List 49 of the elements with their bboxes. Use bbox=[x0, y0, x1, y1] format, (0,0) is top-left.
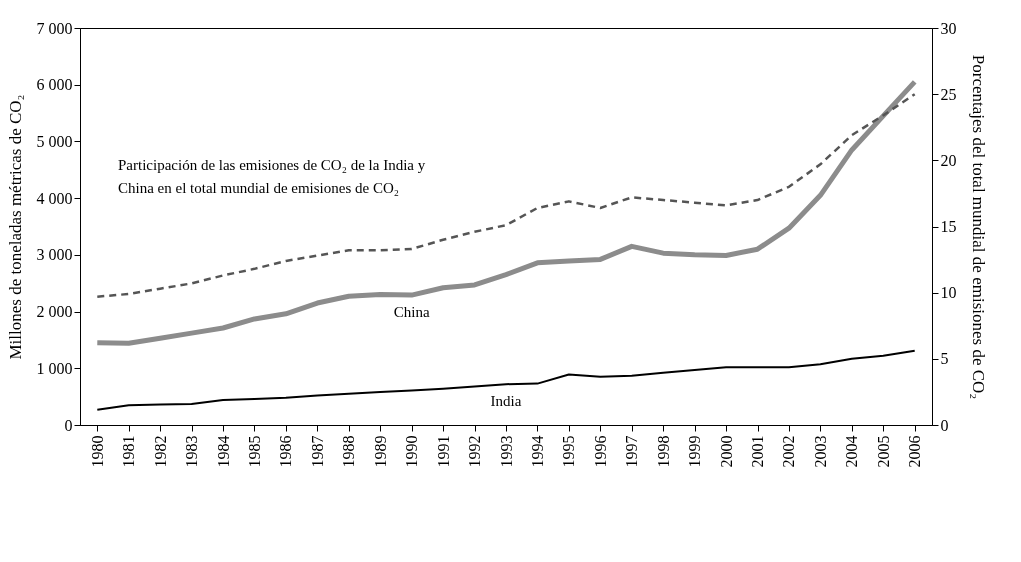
x-tick-label: 1995 bbox=[560, 435, 578, 468]
x-tick-label: 1989 bbox=[371, 435, 389, 468]
x-tick-label: 1983 bbox=[183, 435, 201, 468]
x-tick-label: 1985 bbox=[245, 435, 263, 468]
y-tick-label: 4 000 bbox=[36, 189, 73, 207]
y-tick-label: 3 000 bbox=[36, 246, 73, 264]
x-tick-label: 2005 bbox=[874, 435, 892, 468]
x-tick-label: 1996 bbox=[591, 435, 609, 468]
x-tick-label: 1986 bbox=[277, 435, 295, 468]
y-tick-label: 5 000 bbox=[36, 132, 73, 150]
y-tick-label: 2 000 bbox=[36, 303, 73, 321]
x-tick-label: 2000 bbox=[717, 435, 735, 468]
line-series bbox=[96, 92, 916, 298]
x-tick-label: 2004 bbox=[843, 435, 861, 468]
x-tick-label: 1992 bbox=[466, 435, 484, 468]
y2-tick-label: 5 bbox=[940, 350, 949, 368]
x-tick-label: 1993 bbox=[497, 435, 515, 468]
x-tick-label: 1999 bbox=[686, 435, 704, 468]
line-series bbox=[96, 349, 916, 411]
x-tick-label: 1980 bbox=[88, 435, 106, 468]
x-tick-label: 1988 bbox=[340, 435, 358, 468]
x-tick-label: 1998 bbox=[654, 435, 672, 468]
series-label: China bbox=[393, 304, 430, 321]
y-axis-title: Millones de toneladas métricas de CO₂ bbox=[5, 94, 25, 360]
y2-axis-title: Porcentajes del total mundial de emisiones de CO₂ bbox=[968, 54, 988, 400]
x-tick-label: 2003 bbox=[811, 435, 829, 468]
y-tick-label: 6 000 bbox=[36, 76, 73, 94]
y-tick-label: 0 bbox=[64, 416, 73, 434]
y2-tick-label: 30 bbox=[940, 19, 957, 37]
x-tick-label: 2002 bbox=[780, 435, 798, 468]
x-tick-label: 2006 bbox=[906, 435, 924, 468]
x-tick-label: 1994 bbox=[528, 435, 546, 468]
annotation: Participación de las emisiones de CO₂ de la India y China en el total mundial de emisiones de CO₂ bbox=[118, 157, 426, 196]
x-tick-label: 1997 bbox=[623, 435, 641, 468]
y2-tick-label: 0 bbox=[940, 416, 949, 434]
y2-tick-label: 15 bbox=[940, 218, 957, 235]
y2-tick-label: 20 bbox=[940, 151, 957, 169]
x-tick-label: 1982 bbox=[151, 435, 169, 468]
x-tick-label: 1987 bbox=[308, 435, 326, 468]
x-tick-label: 1991 bbox=[434, 435, 452, 468]
y2-tick-label: 10 bbox=[940, 284, 957, 302]
y2-tick-label: 25 bbox=[940, 85, 957, 103]
y-tick-label: 7 000 bbox=[36, 19, 73, 37]
x-tick-label: 1990 bbox=[403, 435, 421, 468]
x-tick-label: 1984 bbox=[214, 435, 232, 468]
x-tick-label: 1981 bbox=[120, 435, 138, 468]
x-tick-label: 2001 bbox=[749, 435, 767, 468]
y-tick-label: 1 000 bbox=[36, 359, 73, 377]
series-label: India bbox=[490, 393, 522, 410]
